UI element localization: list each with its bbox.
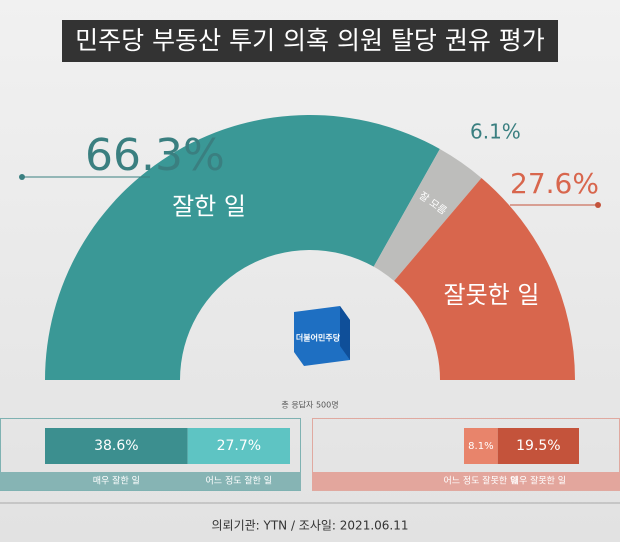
bar-label: 8.1%: [468, 441, 493, 452]
value-label: 27.6%: [510, 167, 599, 200]
legend-label: 어느 정도 잘못한 일: [443, 475, 518, 487]
pie-segment: [394, 177, 575, 380]
logo-text: 더불어민주당: [296, 333, 341, 343]
bar: [464, 428, 498, 464]
legend-label: 매우 잘못한 일: [511, 475, 566, 487]
chart-title: 민주당 부동산 투기 의혹 의원 탈당 권유 평가: [75, 26, 545, 55]
bar: [497, 428, 579, 464]
bar-label: 27.7%: [217, 438, 261, 454]
logo-side: [340, 306, 350, 360]
leader-dot: [595, 202, 601, 208]
title-bar: [62, 20, 558, 62]
segment-label: 잘못한 일: [444, 281, 540, 309]
right-strip: [312, 472, 620, 490]
bar-label: 38.6%: [94, 438, 138, 454]
logo: 더불어민주당: [294, 306, 350, 366]
left-strip: [0, 472, 301, 490]
legend-label: 어느 정도 잘한 일: [206, 475, 273, 487]
leader-dot: [19, 174, 25, 180]
value-label: 66.3%: [85, 130, 225, 181]
bar-label: 19.5%: [516, 438, 560, 454]
source: 의뢰기관: YTN / 조사일: 2021.06.11: [211, 519, 408, 533]
bar: [187, 428, 290, 464]
note: 총 응답자 500명: [281, 400, 338, 410]
segment-label: 잘한 일: [172, 192, 246, 220]
bar: [45, 428, 188, 464]
legend-label: 매우 잘한 일: [93, 475, 140, 487]
value-label: 6.1%: [470, 120, 521, 144]
logo-box: [294, 306, 350, 366]
pie-segment: [373, 148, 482, 281]
left-panel: [0, 418, 301, 491]
pie-segment: [45, 115, 440, 380]
